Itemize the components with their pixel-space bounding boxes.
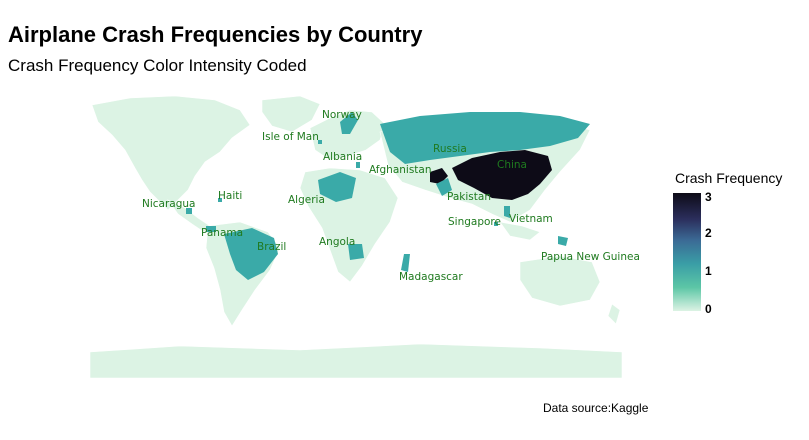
country-panama[interactable]: [206, 226, 216, 232]
label-nicaragua: Nicaragua: [142, 198, 195, 210]
country-haiti[interactable]: [218, 198, 222, 202]
country-papua-new-guinea[interactable]: [558, 236, 568, 246]
country-brazil[interactable]: [224, 228, 278, 280]
legend-tick-2: 2: [705, 226, 712, 240]
label-pakistan: Pakistan: [447, 191, 491, 203]
country-nicaragua[interactable]: [186, 208, 192, 214]
label-brazil: Brazil: [257, 241, 286, 253]
country-angola[interactable]: [348, 244, 364, 260]
label-panama: Panama: [201, 227, 243, 239]
country-singapore[interactable]: [494, 222, 498, 226]
australia-landmass: [519, 255, 601, 307]
legend-color-bar: [673, 193, 701, 311]
antarctica-landmass: [89, 343, 623, 379]
country-albania[interactable]: [356, 162, 360, 168]
africa-landmass: [299, 167, 399, 283]
label-algeria: Algeria: [288, 194, 325, 206]
label-papua-new-guinea: Papua New Guinea: [541, 251, 640, 263]
north-america-landmass: [91, 95, 251, 211]
legend-title: Crash Frequency: [675, 170, 783, 186]
country-labels: Norway Isle of Man Russia Albania China …: [142, 109, 640, 283]
label-afghanistan: Afghanistan: [369, 164, 432, 176]
chart-subtitle: Crash Frequency Color Intensity Coded: [8, 56, 307, 75]
label-angola: Angola: [319, 236, 355, 248]
country-isle-of-man[interactable]: [318, 140, 322, 144]
country-china[interactable]: [452, 150, 552, 200]
country-russia[interactable]: [380, 112, 590, 164]
new-zealand-landmass: [607, 303, 621, 325]
europe-landmass: [309, 109, 386, 161]
se-asia-islands: [499, 221, 541, 241]
country-algeria[interactable]: [318, 172, 356, 202]
country-vietnam[interactable]: [504, 206, 510, 218]
country-norway[interactable]: [340, 112, 358, 134]
label-isle-of-man: Isle of Man: [262, 131, 319, 143]
label-norway: Norway: [322, 109, 362, 121]
base-landmasses: [89, 95, 623, 379]
country-afghanistan[interactable]: [430, 168, 448, 184]
label-russia: Russia: [433, 143, 467, 155]
data-source-caption: Data source:Kaggle: [543, 401, 649, 415]
country-madagascar[interactable]: [401, 254, 410, 272]
label-madagascar: Madagascar: [399, 271, 463, 283]
highlighted-countries: [186, 112, 590, 280]
chart-title: Airplane Crash Frequencies by Country: [8, 22, 423, 47]
greenland-landmass: [261, 95, 321, 133]
label-haiti: Haiti: [218, 190, 242, 202]
label-vietnam: Vietnam: [509, 213, 553, 225]
label-china: China: [497, 159, 527, 171]
country-pakistan[interactable]: [436, 178, 452, 196]
legend-tick-1: 1: [705, 264, 712, 278]
label-singapore: Singapore: [448, 216, 501, 228]
legend-tick-3: 3: [705, 190, 712, 204]
legend-tick-0: 0: [705, 302, 712, 316]
label-albania: Albania: [323, 151, 362, 163]
